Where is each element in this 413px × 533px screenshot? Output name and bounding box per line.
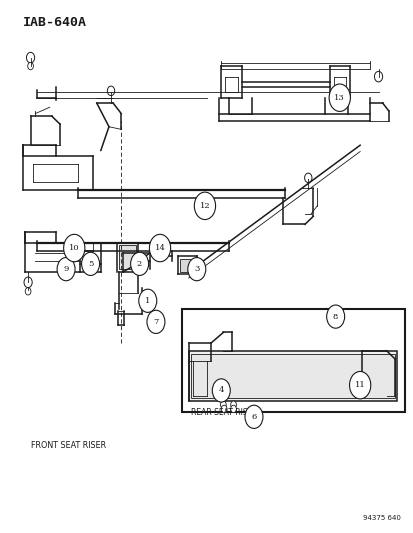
Text: 12: 12 [199, 202, 210, 210]
Circle shape [194, 192, 215, 220]
Text: 7: 7 [153, 318, 158, 326]
Circle shape [212, 379, 230, 402]
Circle shape [64, 235, 85, 262]
Circle shape [28, 62, 33, 70]
Text: REAR SEAT RISER: REAR SEAT RISER [190, 408, 257, 417]
Circle shape [25, 288, 31, 295]
Circle shape [304, 173, 311, 183]
Circle shape [349, 372, 370, 399]
Text: 11: 11 [354, 381, 365, 389]
Text: FRONT SEAT RISER: FRONT SEAT RISER [31, 441, 105, 449]
Text: 3: 3 [194, 265, 199, 273]
Text: 13: 13 [334, 94, 344, 102]
Circle shape [373, 71, 382, 82]
Circle shape [26, 52, 35, 63]
Text: 94375 640: 94375 640 [362, 515, 400, 521]
Bar [188, 351, 396, 401]
Circle shape [138, 289, 157, 312]
Circle shape [220, 401, 225, 408]
Circle shape [326, 305, 344, 328]
Text: 6: 6 [251, 413, 256, 421]
Text: 2: 2 [137, 260, 142, 268]
Circle shape [24, 277, 32, 288]
Bar [190, 353, 394, 398]
Text: 10: 10 [69, 244, 79, 252]
Bar [180, 259, 194, 272]
Circle shape [107, 86, 114, 95]
Bar [182, 309, 404, 411]
Text: 1: 1 [145, 297, 150, 305]
Circle shape [57, 257, 75, 281]
Bar [119, 245, 135, 269]
Circle shape [188, 257, 205, 281]
Text: IAB-640A: IAB-640A [23, 16, 87, 29]
Circle shape [147, 310, 164, 334]
Circle shape [221, 405, 226, 413]
Text: 4: 4 [218, 386, 223, 394]
Circle shape [81, 252, 100, 276]
Circle shape [131, 252, 148, 276]
Text: 5: 5 [88, 260, 93, 268]
Circle shape [244, 405, 262, 429]
Circle shape [328, 84, 349, 111]
Text: 14: 14 [154, 244, 165, 252]
Text: 8: 8 [332, 313, 337, 321]
Circle shape [230, 401, 236, 408]
Text: 9: 9 [63, 265, 69, 273]
Circle shape [149, 235, 170, 262]
Circle shape [230, 405, 236, 413]
